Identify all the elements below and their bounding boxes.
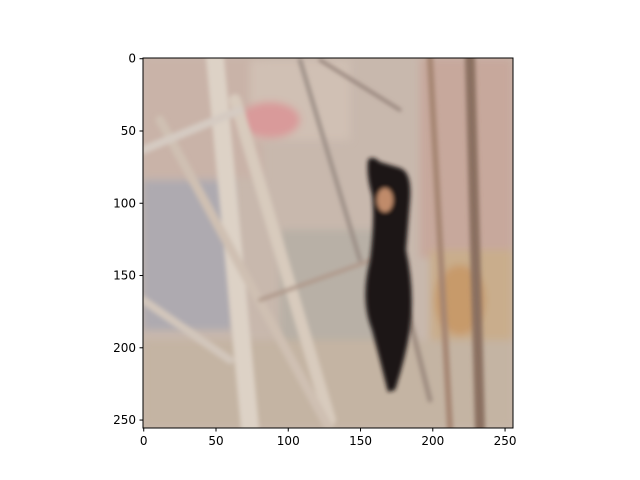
y-tick-label: 100 bbox=[113, 196, 136, 210]
x-tick-label: 250 bbox=[494, 434, 517, 448]
y-tick-label: 250 bbox=[113, 413, 136, 427]
x-tick-label: 100 bbox=[277, 434, 300, 448]
x-tick-label: 200 bbox=[421, 434, 444, 448]
y-tick-label: 0 bbox=[128, 52, 136, 66]
x-tick-label: 150 bbox=[349, 434, 372, 448]
image bbox=[143, 58, 513, 428]
x-tick-label: 0 bbox=[140, 434, 148, 448]
y-tick-label: 150 bbox=[113, 269, 136, 283]
y-tick-label: 200 bbox=[113, 341, 136, 355]
axes-frame bbox=[142, 57, 514, 429]
y-tick-label: 50 bbox=[121, 124, 136, 138]
bear bbox=[365, 157, 412, 392]
x-tick-label: 50 bbox=[208, 434, 223, 448]
